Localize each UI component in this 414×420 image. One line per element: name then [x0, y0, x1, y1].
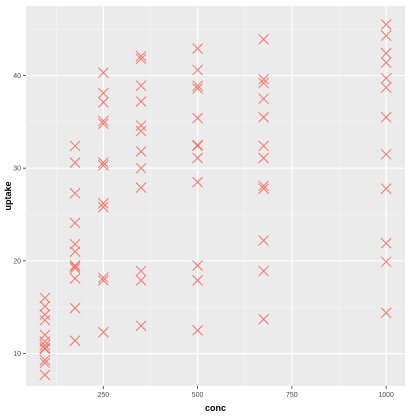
major-grid: [26, 6, 405, 386]
data-point: [258, 34, 269, 45]
data-point: [97, 198, 109, 209]
data-point: [135, 50, 147, 62]
data-point: [69, 217, 81, 229]
data-point: [380, 183, 392, 194]
data-point: [97, 118, 109, 130]
data-point: [192, 325, 203, 336]
data-point: [135, 96, 147, 107]
data-point: [192, 140, 203, 152]
data-point: [135, 274, 147, 286]
data-point: [192, 83, 203, 94]
data-point: [192, 64, 203, 76]
data-point: [258, 313, 269, 325]
y-axis-ticks: 10 20 30 40: [13, 73, 26, 358]
data-point: [380, 30, 392, 42]
data-point: [69, 261, 81, 272]
data-point: [69, 335, 81, 346]
data-point: [39, 309, 51, 320]
data-point: [39, 300, 51, 312]
data-point: [258, 152, 269, 164]
data-point: [97, 272, 109, 283]
data-point: [97, 326, 109, 338]
x-tick-label: 250: [97, 392, 109, 399]
data-point: [135, 182, 147, 194]
data-point: [380, 19, 392, 30]
y-tick-label: 10: [13, 351, 21, 358]
data-point: [69, 302, 81, 314]
data-point: [258, 140, 269, 152]
data-point: [135, 125, 147, 137]
data-point: [380, 148, 392, 160]
data-point: [135, 146, 147, 157]
data-point: [192, 112, 203, 124]
data-point: [39, 369, 51, 381]
data-point: [97, 97, 109, 108]
data-point: [39, 339, 51, 351]
panel-background: [26, 6, 405, 386]
data-point: [135, 80, 147, 92]
data-point: [380, 111, 392, 123]
data-point: [135, 162, 147, 174]
data-point: [258, 235, 269, 246]
data-point: [69, 273, 81, 284]
x-tick-label: 750: [286, 392, 298, 399]
data-point: [258, 77, 269, 89]
y-tick-label: 40: [13, 73, 21, 80]
data-points: [39, 19, 392, 381]
data-point: [258, 73, 269, 85]
data-point: [380, 307, 392, 319]
x-axis-title: conc: [205, 403, 226, 413]
data-point: [258, 111, 269, 123]
data-point: [97, 160, 109, 171]
data-point: [192, 274, 203, 286]
data-point: [380, 72, 392, 84]
data-point: [69, 187, 81, 199]
data-point: [192, 152, 203, 164]
data-point: [97, 274, 109, 286]
data-point: [380, 82, 392, 93]
data-point: [135, 320, 147, 332]
x-tick-label: 500: [192, 392, 204, 399]
data-point: [39, 357, 51, 369]
data-point: [380, 256, 392, 268]
data-point: [258, 93, 269, 105]
data-point: [97, 157, 109, 168]
data-point: [97, 201, 109, 213]
data-point: [69, 260, 81, 271]
data-point: [39, 354, 51, 366]
data-point: [39, 314, 51, 326]
data-point: [380, 237, 392, 249]
data-point: [97, 87, 109, 99]
data-point: [97, 67, 109, 79]
y-tick-label: 30: [13, 166, 21, 173]
data-point: [69, 238, 81, 250]
data-point: [39, 343, 51, 355]
data-point: [39, 292, 51, 304]
data-point: [135, 265, 147, 277]
data-point: [135, 53, 147, 65]
data-point: [69, 262, 81, 274]
data-point: [135, 120, 147, 131]
data-point: [39, 342, 51, 354]
data-point: [258, 265, 269, 277]
minor-grid: [26, 6, 405, 386]
x-axis-ticks: 250 500 750 1000: [97, 386, 394, 399]
data-point: [192, 139, 203, 151]
data-point: [69, 140, 81, 152]
y-tick-label: 20: [13, 258, 21, 265]
data-point: [192, 43, 203, 54]
data-point: [258, 183, 269, 194]
y-axis-title: uptake: [3, 181, 13, 210]
data-point: [258, 180, 269, 192]
data-point: [69, 157, 81, 168]
data-point: [97, 115, 109, 127]
data-point: [192, 80, 203, 92]
data-point: [69, 246, 81, 257]
data-point: [380, 57, 392, 68]
data-point: [192, 260, 203, 271]
data-point: [192, 176, 203, 188]
x-tick-label: 1000: [378, 392, 394, 399]
data-point: [380, 47, 392, 59]
